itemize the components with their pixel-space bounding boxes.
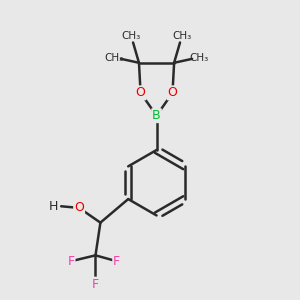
Text: O: O bbox=[136, 86, 146, 99]
Text: CH₃: CH₃ bbox=[121, 31, 140, 41]
Text: CH₃: CH₃ bbox=[173, 31, 192, 41]
Text: CH₃: CH₃ bbox=[105, 53, 124, 63]
Text: H: H bbox=[49, 200, 58, 213]
Text: F: F bbox=[113, 255, 120, 268]
Text: O: O bbox=[74, 201, 84, 214]
Text: F: F bbox=[68, 255, 74, 268]
Text: B: B bbox=[152, 109, 161, 122]
Text: F: F bbox=[92, 278, 99, 291]
Text: CH₃: CH₃ bbox=[189, 53, 208, 63]
Text: O: O bbox=[168, 86, 177, 99]
